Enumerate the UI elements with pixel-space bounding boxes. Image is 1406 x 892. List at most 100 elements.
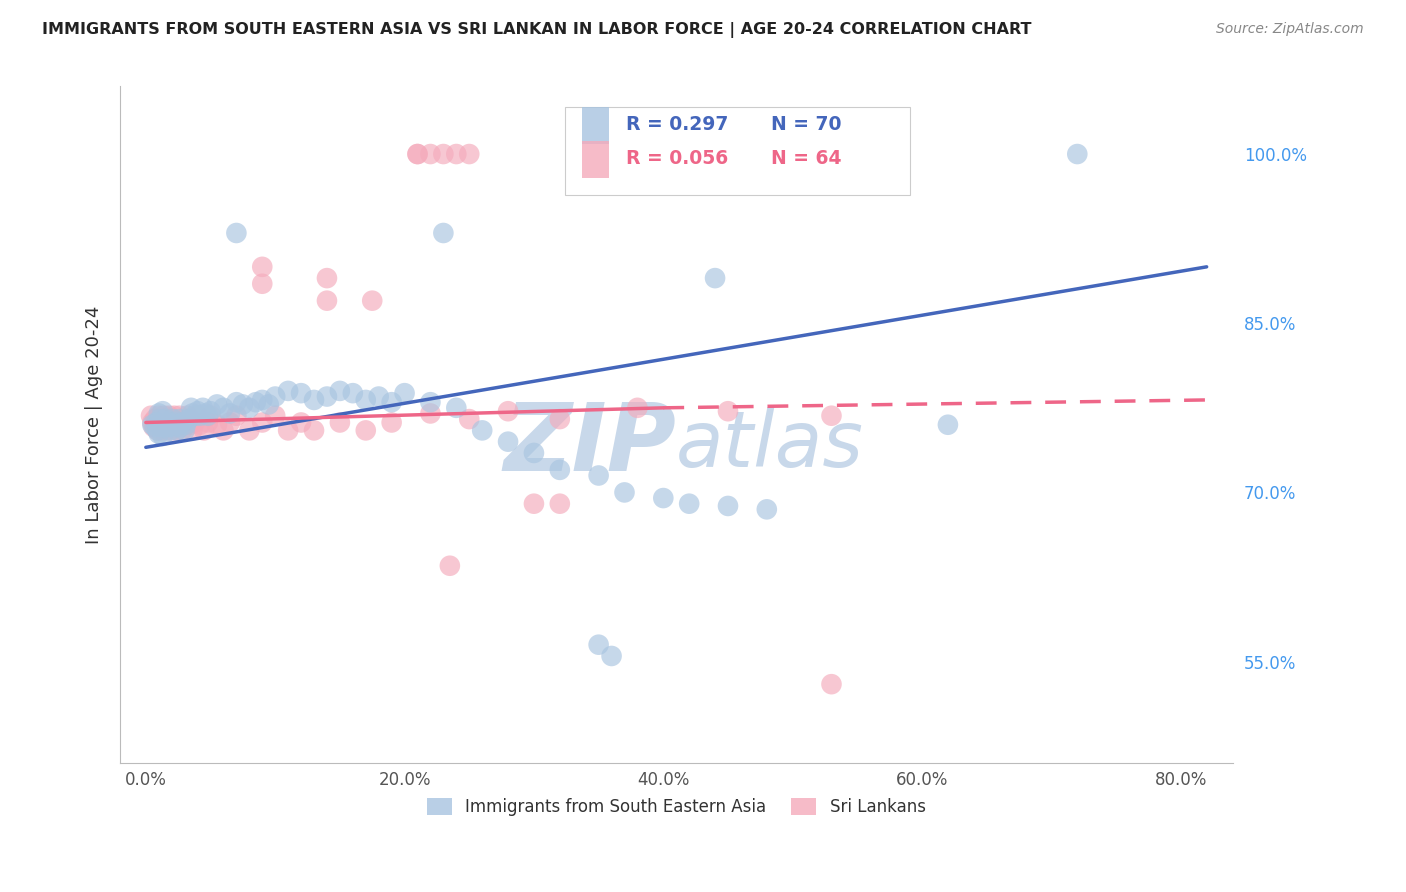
Point — [219, 407, 242, 421]
Point — [181, 407, 204, 421]
Text: N = 70: N = 70 — [770, 115, 841, 135]
Point — [626, 401, 648, 415]
Point — [316, 271, 339, 285]
Point — [496, 434, 519, 449]
Point — [290, 416, 312, 430]
Text: R = 0.297: R = 0.297 — [626, 115, 728, 135]
FancyBboxPatch shape — [565, 107, 910, 194]
Point — [252, 277, 274, 291]
Point — [354, 423, 377, 437]
Point — [446, 401, 468, 415]
Point — [170, 423, 193, 437]
Point — [548, 412, 571, 426]
Point — [316, 293, 339, 308]
Point — [184, 416, 207, 430]
Point — [704, 271, 727, 285]
Point — [755, 502, 778, 516]
Point — [458, 412, 481, 426]
Point — [181, 423, 204, 437]
Point — [252, 416, 274, 430]
Point — [354, 392, 377, 407]
Point — [152, 429, 174, 443]
Point — [155, 412, 177, 426]
Point — [141, 416, 163, 430]
Point — [381, 395, 404, 409]
Point — [187, 404, 209, 418]
Point — [252, 260, 274, 274]
Point — [177, 412, 200, 426]
Point — [179, 417, 201, 432]
Point — [146, 423, 169, 437]
Legend: Immigrants from South Eastern Asia, Sri Lankans: Immigrants from South Eastern Asia, Sri … — [420, 791, 932, 822]
Point — [588, 638, 610, 652]
Point — [157, 416, 180, 430]
Point — [277, 384, 299, 398]
Point — [419, 147, 441, 161]
Point — [162, 416, 184, 430]
Point — [381, 416, 404, 430]
Point — [238, 401, 260, 415]
Point — [156, 416, 179, 430]
FancyBboxPatch shape — [582, 141, 609, 178]
Point — [145, 416, 167, 430]
Point — [148, 409, 170, 423]
Point — [219, 416, 242, 430]
Point — [152, 404, 174, 418]
Point — [148, 416, 170, 430]
FancyBboxPatch shape — [582, 107, 609, 144]
Point — [600, 648, 623, 663]
Point — [170, 417, 193, 432]
Point — [394, 386, 416, 401]
Point — [152, 416, 174, 430]
Point — [149, 417, 172, 432]
Point — [141, 417, 163, 432]
Point — [225, 409, 247, 423]
Point — [145, 417, 167, 432]
Point — [173, 416, 195, 430]
Point — [166, 423, 188, 437]
Point — [264, 390, 287, 404]
Point — [523, 497, 546, 511]
Point — [150, 420, 173, 434]
Point — [264, 409, 287, 423]
Point — [419, 395, 441, 409]
Point — [471, 423, 494, 437]
Point — [157, 409, 180, 423]
Point — [367, 390, 389, 404]
Point — [342, 386, 364, 401]
Point — [180, 401, 202, 415]
Point — [143, 420, 166, 434]
Point — [167, 416, 190, 430]
Point — [316, 390, 339, 404]
Point — [225, 226, 247, 240]
Point — [139, 409, 162, 423]
Point — [188, 409, 211, 423]
Text: N = 64: N = 64 — [770, 149, 841, 169]
Text: R = 0.056: R = 0.056 — [626, 149, 728, 169]
Point — [170, 416, 193, 430]
Point — [148, 407, 170, 421]
Point — [166, 423, 188, 437]
Point — [200, 409, 222, 423]
Point — [146, 423, 169, 437]
Point — [245, 395, 267, 409]
Point — [163, 420, 186, 434]
Point — [588, 468, 610, 483]
Point — [406, 147, 429, 161]
Point — [302, 392, 325, 407]
Y-axis label: In Labor Force | Age 20-24: In Labor Force | Age 20-24 — [86, 306, 103, 544]
Point — [167, 417, 190, 432]
Point — [523, 446, 546, 460]
Point — [446, 147, 468, 161]
Point — [496, 404, 519, 418]
Point — [197, 409, 219, 423]
Point — [302, 423, 325, 437]
Point — [173, 423, 195, 437]
Point — [156, 420, 179, 434]
Point — [191, 401, 214, 415]
Text: Source: ZipAtlas.com: Source: ZipAtlas.com — [1216, 22, 1364, 37]
Point — [149, 412, 172, 426]
Point — [174, 417, 197, 432]
Point — [277, 423, 299, 437]
Point — [419, 407, 441, 421]
